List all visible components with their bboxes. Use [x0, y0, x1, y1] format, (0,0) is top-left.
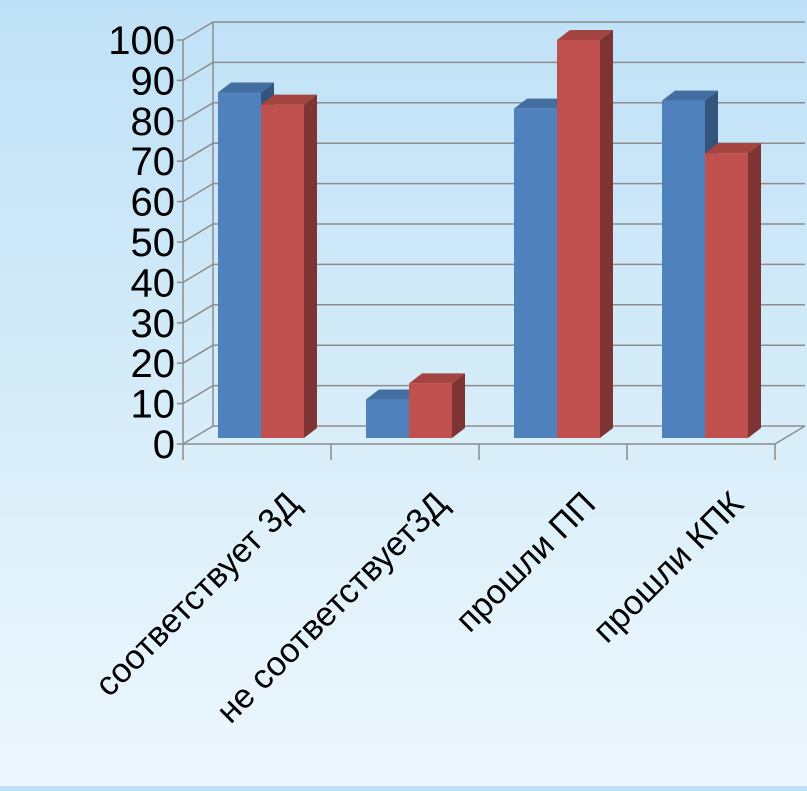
floor-edge [774, 425, 806, 445]
y-tick-label: 70 [131, 140, 176, 184]
y-tick-label: 10 [131, 383, 176, 427]
axes [177, 39, 776, 460]
y-tick-label: 50 [131, 221, 176, 265]
x-category-label: прошли КПК [586, 485, 751, 650]
y-tick-label: 80 [131, 100, 176, 144]
bar [705, 143, 761, 438]
y-tick-label: 0 [153, 423, 175, 467]
y-tick-label: 40 [131, 261, 176, 305]
gridline [182, 21, 805, 41]
gridline [182, 61, 805, 82]
x-category-label: прошли ПП [448, 485, 603, 640]
y-tick-label: 30 [131, 302, 176, 346]
y-tick-label: 60 [131, 181, 176, 225]
bar [261, 94, 317, 438]
y-tick-label: 100 [108, 19, 175, 63]
bar [557, 30, 613, 438]
y-tick-label: 20 [131, 342, 176, 386]
bar [409, 373, 465, 438]
bars [218, 30, 761, 439]
y-tick-label: 90 [131, 59, 176, 103]
